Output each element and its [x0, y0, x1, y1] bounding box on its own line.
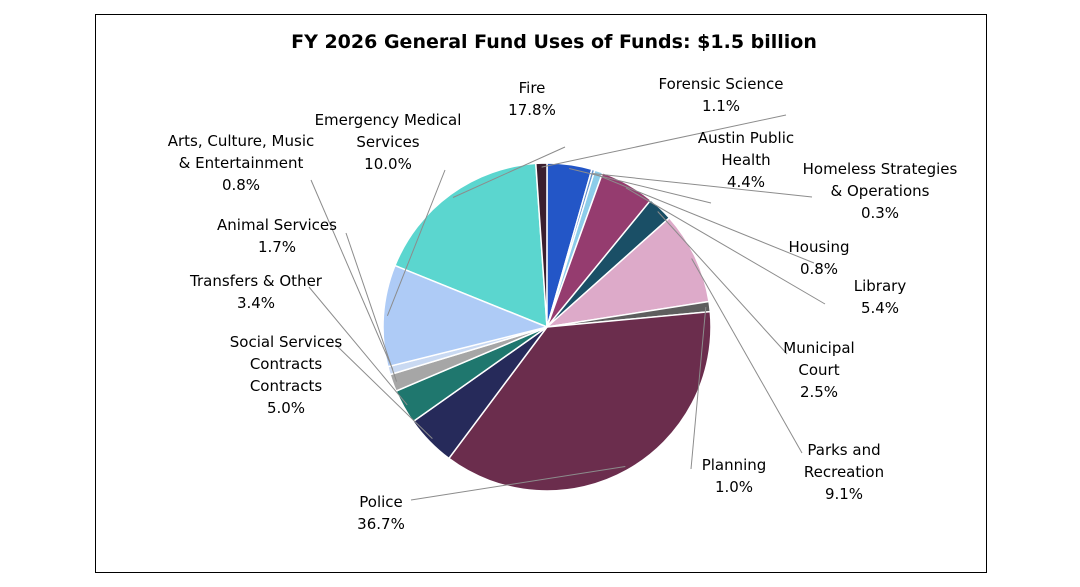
leader-line-planning [690, 307, 707, 470]
slice-label-arts-culture-music-entertainment: Arts, Culture, Music & Entertainment 0.8% [168, 132, 314, 194]
pie-slice-police [447, 310, 712, 492]
leader-line-forensic-science [541, 114, 787, 168]
slice-label-homeless-strategies-operations: Homeless Strategies & Operations 0.3% [803, 160, 958, 222]
slice-label-parks-and-recreation: Parks and Recreation 9.1% [804, 441, 884, 503]
slice-label-social-services-contracts-contracts: Social Services Contracts Contracts 5.0% [230, 333, 343, 417]
pie-chart: FY 2026 General Fund Uses of Funds: $1.5… [168, 31, 958, 533]
leader-line-animal-services [345, 232, 398, 382]
leader-line-fire [452, 146, 566, 198]
slice-labels: Fire 17.8% Forensic Science 1.1% Austin Publ… [168, 75, 958, 533]
chart-title: FY 2026 General Fund Uses of Funds: $1.5… [291, 31, 817, 53]
leader-line-homeless-strategies-operations [592, 173, 813, 198]
slice-label-police: Police 36.7% [357, 493, 405, 533]
leader-line-library [625, 187, 826, 305]
leader-line-social-services-contracts-contracts [335, 344, 433, 439]
leader-line-arts-culture-music-entertainment [310, 179, 394, 370]
leader-line-emergency-medical-services [386, 169, 446, 316]
leader-line-transfers-other [308, 286, 408, 406]
slice-label-austin-public-health: Austin Public Health 4.4% [698, 129, 794, 191]
leader-line-austin-public-health [569, 168, 712, 204]
leader-line-municipal-court [657, 211, 788, 355]
leader-line-police [410, 466, 626, 501]
chart-frame: FY 2026 General Fund Uses of Funds: $1.5… [95, 14, 987, 573]
slice-label-fire: Fire 17.8% [508, 79, 556, 119]
slice-label-forensic-science: Forensic Science 1.1% [659, 75, 784, 115]
leader-line-housing [597, 174, 815, 264]
pie-slice-parks-and-recreation [544, 216, 710, 329]
slice-label-municipal-court: Municipal Court 2.5% [783, 339, 854, 401]
slice-label-transfers-other: Transfers & Other 3.4% [189, 272, 323, 312]
pie-slice-emergency-medical-services [382, 264, 550, 368]
slice-label-emergency-medical-services: Emergency Medical Services 10.0% [315, 111, 462, 173]
slice-label-planning: Planning 1.0% [702, 456, 767, 496]
slice-label-housing: Housing 0.8% [789, 238, 850, 278]
slice-label-animal-services: Animal Services 1.7% [217, 216, 337, 256]
slice-label-library: Library 5.4% [854, 277, 907, 317]
pie-slice-fire [393, 162, 548, 329]
leader-lines [308, 114, 826, 501]
leader-line-parks-and-recreation [691, 258, 803, 454]
pie-slices [382, 162, 712, 492]
